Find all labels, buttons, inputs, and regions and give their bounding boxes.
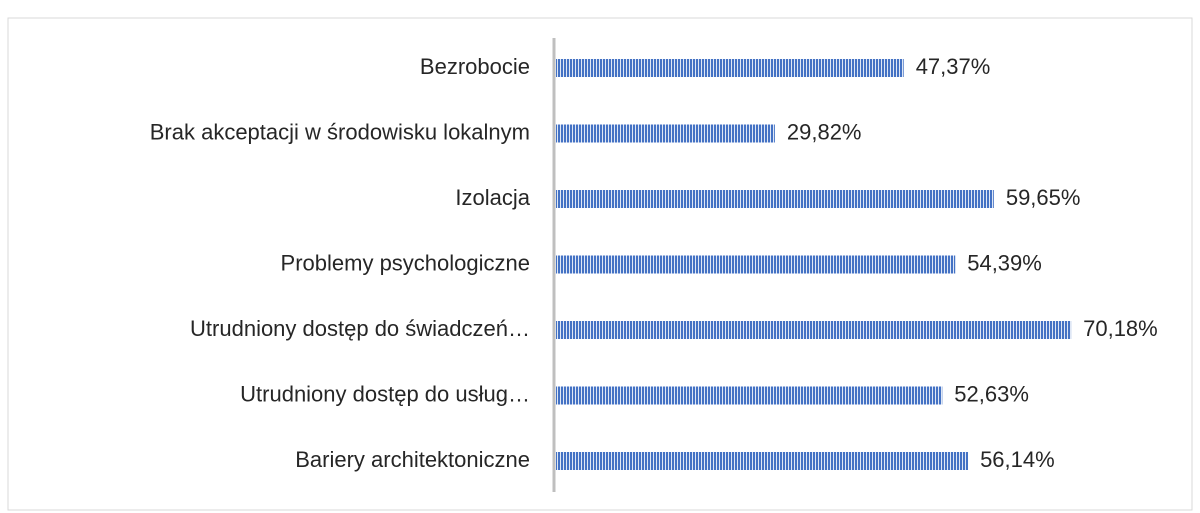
data-label: 52,63% (954, 381, 1029, 406)
data-label: 54,39% (967, 250, 1042, 275)
category-label: Izolacja (455, 185, 530, 210)
data-label: 59,65% (1006, 185, 1081, 210)
data-label: 56,14% (980, 447, 1055, 472)
bar (556, 124, 775, 143)
data-label: 47,37% (916, 54, 991, 79)
category-label: Bariery architektoniczne (295, 447, 530, 472)
data-label: 70,18% (1083, 316, 1158, 341)
category-label: Bezrobocie (420, 54, 530, 79)
category-label: Utrudniony dostęp do świadczeń… (190, 316, 530, 341)
bar (556, 59, 904, 77)
data-label: 29,82% (787, 119, 862, 144)
bar (556, 321, 1072, 339)
category-label: Problemy psychologiczne (281, 250, 530, 275)
category-label: Utrudniony dostęp do usług… (240, 381, 530, 406)
bar (556, 386, 943, 405)
bar (556, 190, 994, 208)
bar (556, 452, 969, 470)
category-label: Brak akceptacji w środowisku lokalnym (150, 119, 530, 144)
chart-frame (7, 17, 1193, 511)
bar (556, 255, 956, 274)
